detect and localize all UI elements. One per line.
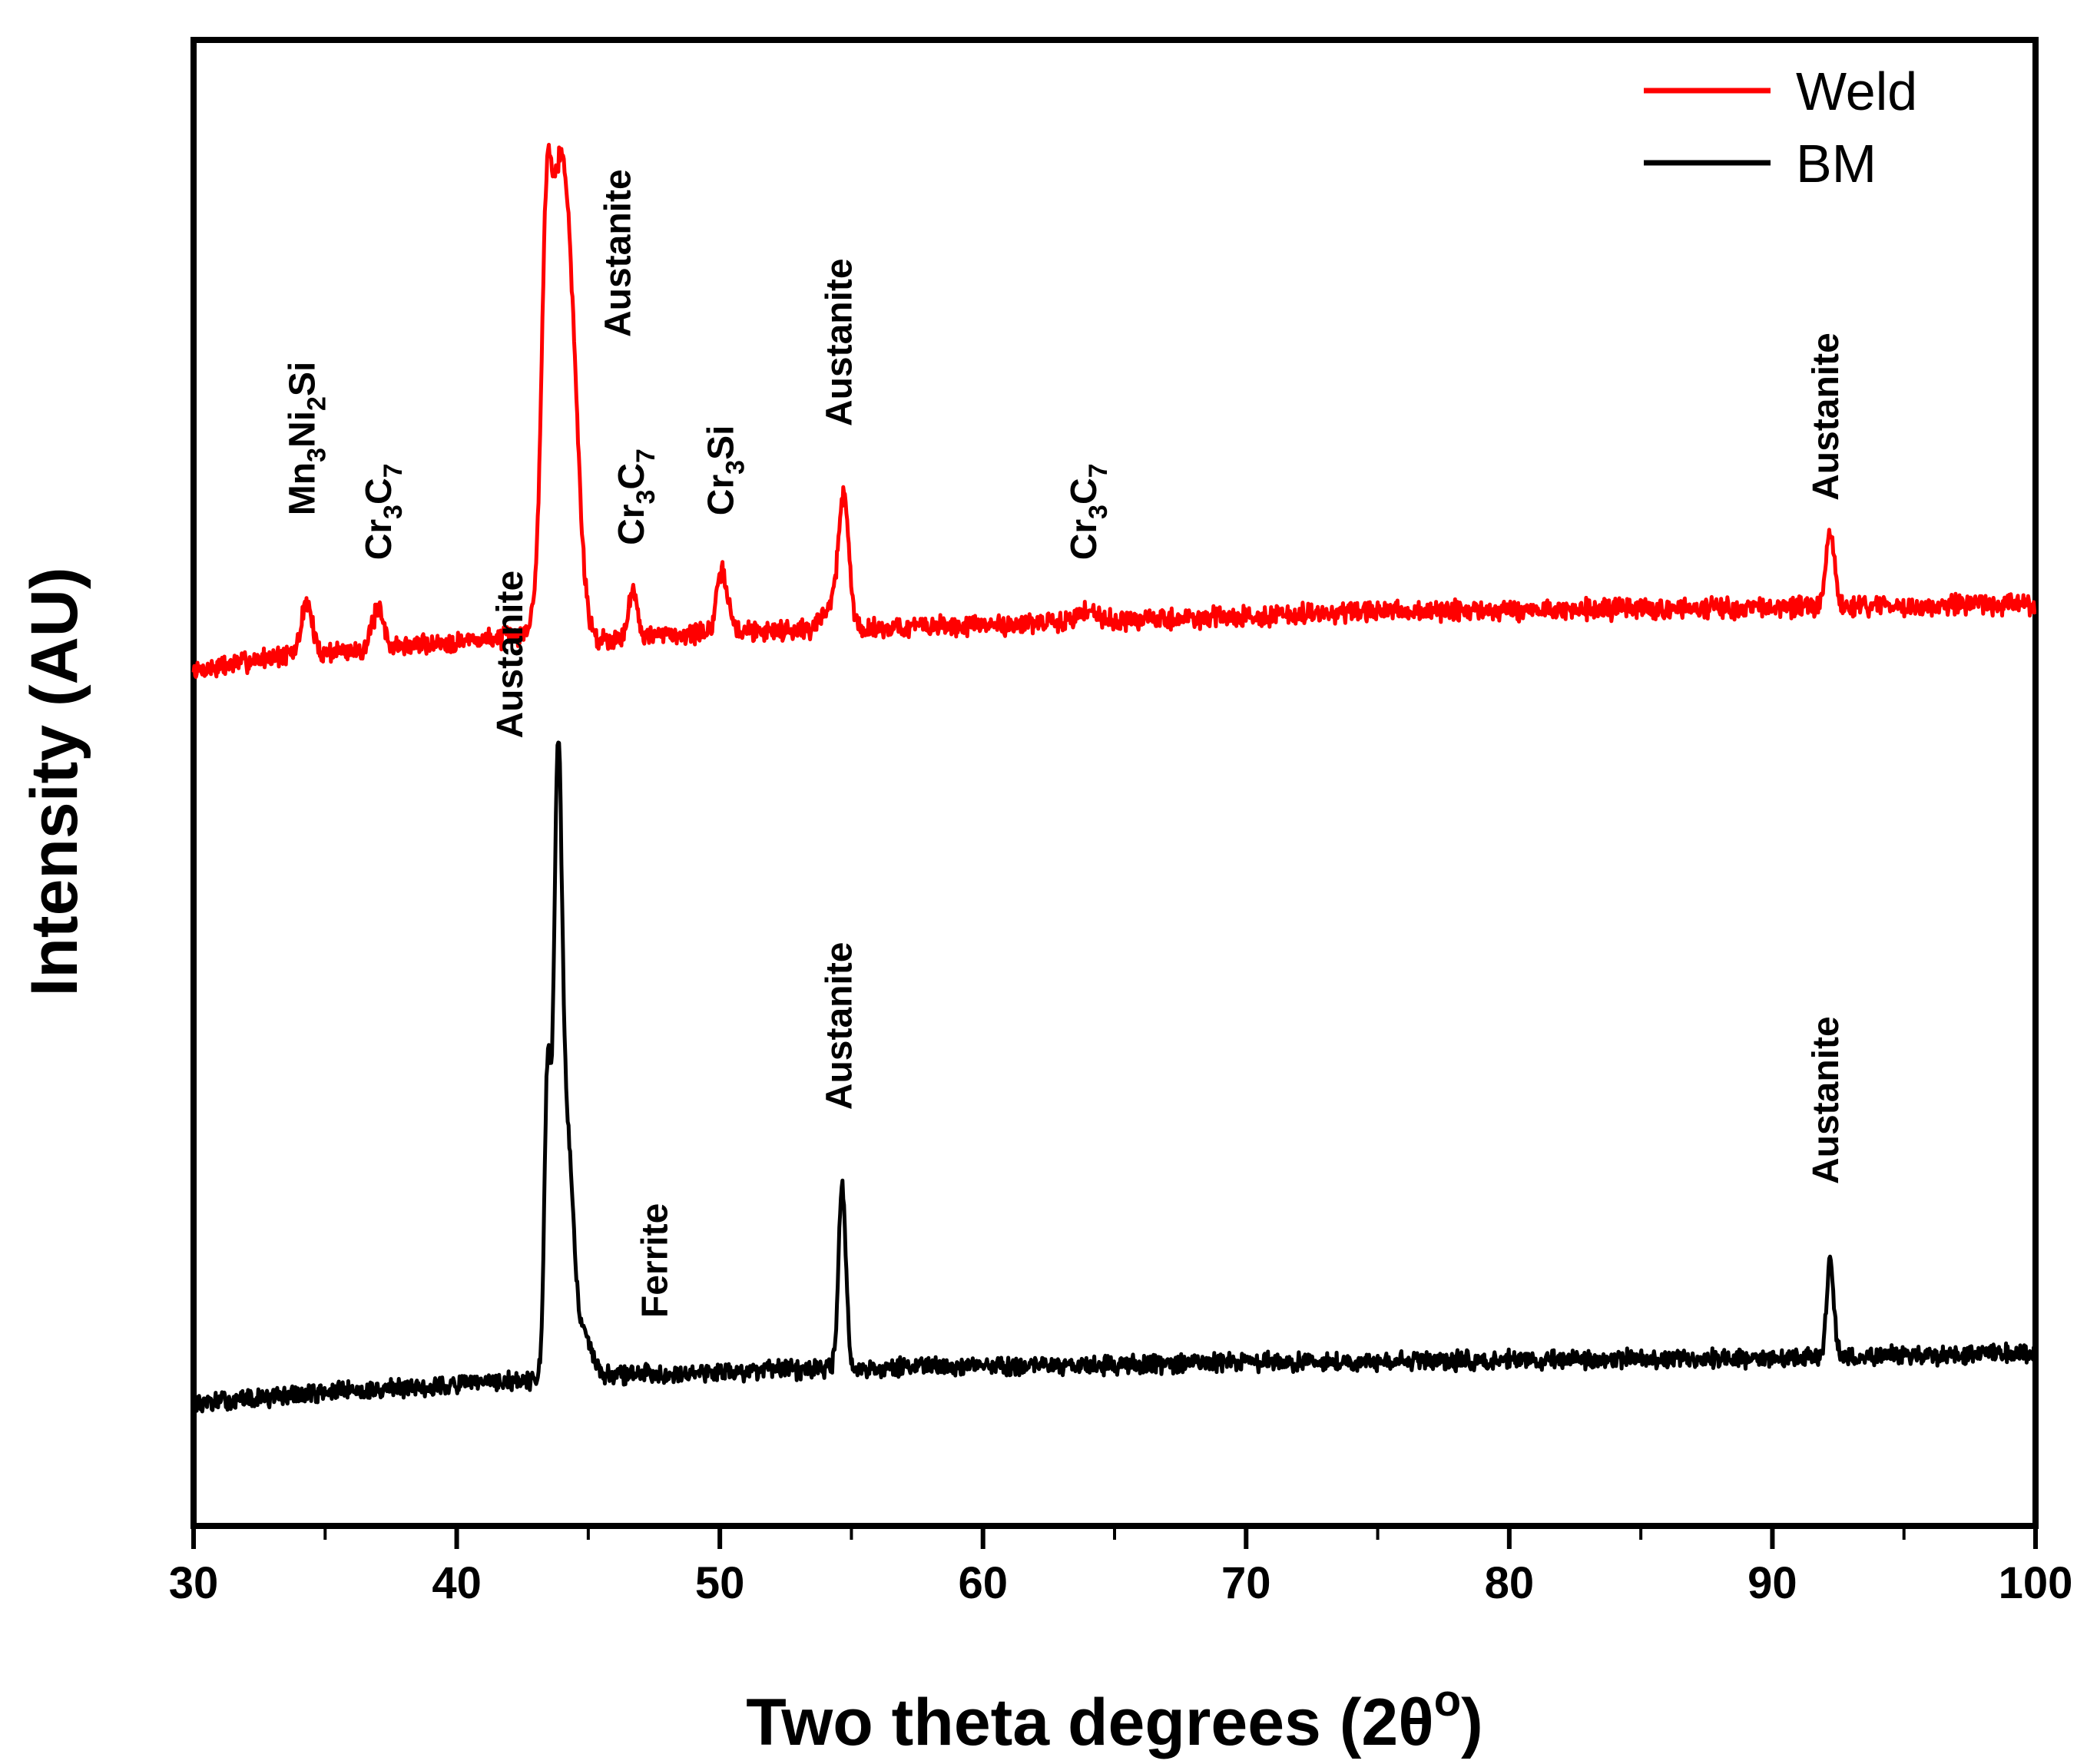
x-axis-tick-labels: 30 40 50 60 70 80 90 100 [169,1558,2073,1608]
peak-label-weld-7: Austanite [1806,333,1847,501]
x-tick-label-70: 70 [1221,1558,1271,1608]
peak-label-bm-10: Austanite [819,942,860,1110]
peak-annotations: Mn3Ni2Si Cr3C7 Austanite Cr3C7 Cr3Si Austanit… [283,169,1847,1318]
peak-label-bm-11: Austanite [1806,1016,1847,1184]
x-axis-title: Two theta degrees (2θo) [746,1676,1483,1759]
peak-label-weld-5: Austanite [819,258,860,426]
legend-label-bm: BM [1796,134,1877,194]
peak-label-weld-2: Austanite [598,169,639,337]
plot-frame [190,37,2039,1529]
x-tick-label-90: 90 [1747,1558,1797,1608]
peak-label-weld-0: Mn3Ni2Si [283,362,332,516]
x-tick-label-80: 80 [1485,1558,1535,1608]
legend: Weld BM [1644,61,1917,194]
series-line-bm [191,740,2038,1414]
y-axis-title: Intensity (AU) [18,568,91,997]
x-tick-label-30: 30 [169,1558,219,1608]
series-layer [191,143,2038,1414]
x-axis-ticks [191,1526,2038,1549]
peak-label-weld-1: Cr3C7 [359,463,408,560]
x-tick-label-50: 50 [695,1558,745,1608]
peak-label-weld-3: Cr3C7 [611,448,661,545]
peak-label-weld-4: Cr3Si [701,425,750,516]
x-tick-label-60: 60 [958,1558,1008,1608]
legend-label-weld: Weld [1796,61,1917,121]
peak-label-bm-8: Austanite [490,571,531,739]
x-tick-label-40: 40 [432,1558,482,1608]
series-line-weld [191,143,2037,679]
peak-label-bm-9: Ferrite [635,1203,676,1318]
peak-label-weld-6: Cr3C7 [1064,463,1113,560]
x-tick-label-100: 100 [1999,1558,2073,1608]
